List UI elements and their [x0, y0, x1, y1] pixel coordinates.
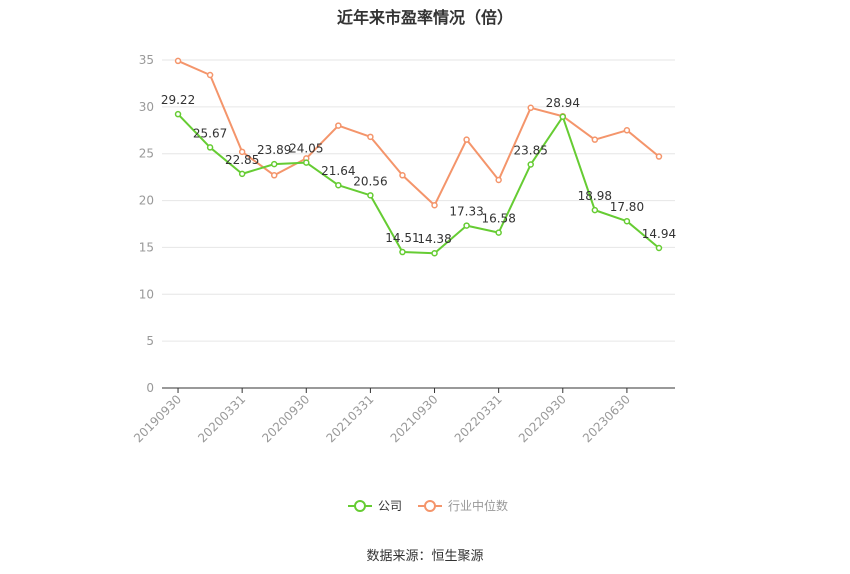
- company-point: [591, 206, 599, 214]
- y-tick-label: 20: [139, 194, 154, 208]
- company-point: [527, 161, 534, 168]
- data-label: 14.38: [417, 232, 451, 246]
- industry-median-point: [206, 71, 214, 79]
- x-tick-label: 20200930: [259, 392, 312, 445]
- y-tick-label: 5: [146, 334, 154, 348]
- data-label: 14.94: [642, 227, 676, 241]
- data-label: 20.56: [353, 174, 387, 188]
- industry-median-point: [591, 136, 599, 143]
- x-tick-label: 20200331: [195, 392, 248, 445]
- company-point: [463, 222, 470, 229]
- data-label: 22.85: [225, 153, 259, 167]
- source-note: 数据来源：恒生聚源: [366, 549, 484, 564]
- company-point: [206, 144, 214, 151]
- data-label: 28.94: [546, 96, 580, 110]
- company-point: [559, 113, 567, 121]
- y-tick-label: 10: [139, 287, 154, 301]
- industry-median-point: [527, 104, 534, 112]
- data-label: 16.58: [481, 212, 515, 226]
- industry-median-point: [399, 172, 406, 179]
- company-point: [623, 217, 631, 225]
- industry-median-point: [238, 148, 246, 156]
- legend-marker-icon: [354, 500, 366, 512]
- data-label: 17.80: [610, 200, 644, 214]
- data-label: 21.64: [321, 164, 355, 178]
- industry-median-point: [335, 122, 342, 129]
- company-point: [270, 160, 278, 168]
- company-point: [335, 181, 342, 189]
- x-tick-label: 20210930: [388, 392, 441, 445]
- legend-marker-icon: [424, 500, 436, 512]
- company-point: [238, 170, 246, 178]
- y-tick-label: 0: [146, 381, 154, 395]
- industry-median-point: [174, 57, 182, 65]
- industry-median-point: [431, 202, 438, 209]
- x-tick-label: 20220930: [516, 392, 569, 445]
- y-tick-label: 25: [139, 147, 154, 161]
- y-tick-label: 15: [139, 240, 154, 254]
- company-point: [303, 159, 310, 166]
- company-point: [174, 110, 182, 118]
- x-tick-label: 20190930: [131, 392, 184, 445]
- data-label: 29.22: [161, 93, 195, 107]
- data-label: 23.85: [514, 143, 548, 157]
- legend-label: 行业中位数: [448, 498, 508, 513]
- industry-median-point: [623, 127, 631, 134]
- legend[interactable]: 公司 行业中位数: [348, 498, 508, 513]
- industry-median-point: [655, 153, 663, 160]
- y-tick-label: 35: [139, 53, 154, 67]
- data-label: 17.33: [449, 205, 483, 219]
- series-layer: [174, 57, 663, 257]
- data-label: 23.89: [257, 143, 291, 157]
- company-point: [431, 249, 438, 257]
- company-point: [655, 244, 663, 252]
- data-label: 24.05: [289, 142, 323, 156]
- company-point: [367, 192, 374, 199]
- data-label: 25.67: [193, 126, 227, 140]
- grid-layer: [162, 59, 675, 342]
- industry-median-line: [177, 60, 660, 207]
- y-tick-label: 30: [139, 100, 154, 114]
- legend-label: 公司: [378, 499, 402, 513]
- industry-median-point: [270, 172, 278, 179]
- company-point: [495, 229, 502, 236]
- company-line: [177, 113, 660, 255]
- x-tick-label: 20230630: [580, 392, 633, 445]
- x-tick-label: 20220331: [452, 392, 505, 445]
- industry-median-point: [463, 136, 470, 143]
- data-label: 14.51: [385, 231, 419, 245]
- x-tick-label: 20210331: [323, 392, 376, 445]
- industry-median-point: [495, 176, 502, 184]
- industry-median-point: [367, 133, 374, 141]
- legend-item-industry-median[interactable]: 行业中位数: [418, 498, 508, 513]
- chart-title: 近年来市盈率情况（倍）: [336, 8, 513, 27]
- company-point: [399, 248, 406, 256]
- legend-item-company[interactable]: 公司: [348, 499, 402, 513]
- data-label: 18.98: [578, 189, 612, 203]
